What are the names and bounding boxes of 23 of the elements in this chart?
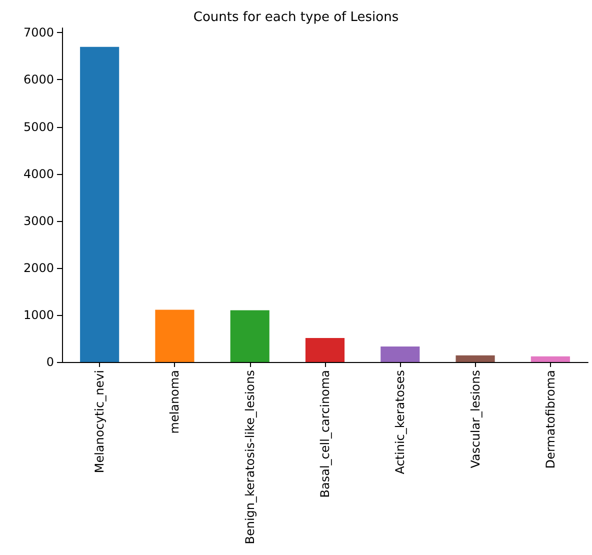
bar — [456, 355, 495, 362]
y-tick-label: 0 — [46, 355, 54, 369]
x-tick-label: Dermatofibroma — [543, 370, 558, 469]
x-tick-label: Melanocytic_nevi — [92, 370, 107, 474]
y-tick-label: 1000 — [23, 308, 54, 322]
x-tick-label: melanoma — [168, 370, 182, 434]
y-tick-label: 2000 — [23, 260, 54, 275]
x-tick-label: Actinic_keratoses — [393, 370, 408, 474]
y-tick-label: 6000 — [23, 72, 54, 87]
y-tick-label: 5000 — [23, 120, 54, 134]
x-tick-label: Basal_cell_carcinoma — [318, 370, 332, 498]
bar — [80, 46, 120, 362]
x-tick-label: Vascular_lesions — [468, 370, 482, 468]
y-tick-label: 7000 — [23, 26, 54, 40]
chart-title: Counts for each type of Lesions — [193, 10, 399, 25]
bar — [305, 338, 345, 362]
bar — [530, 356, 570, 362]
bar — [380, 346, 420, 362]
bar — [155, 310, 194, 362]
x-tick-label: Benign_keratosis-like_lesions — [242, 370, 257, 544]
bar — [230, 310, 270, 362]
y-tick-label: 4000 — [23, 166, 54, 181]
y-tick-label: 3000 — [23, 214, 54, 228]
